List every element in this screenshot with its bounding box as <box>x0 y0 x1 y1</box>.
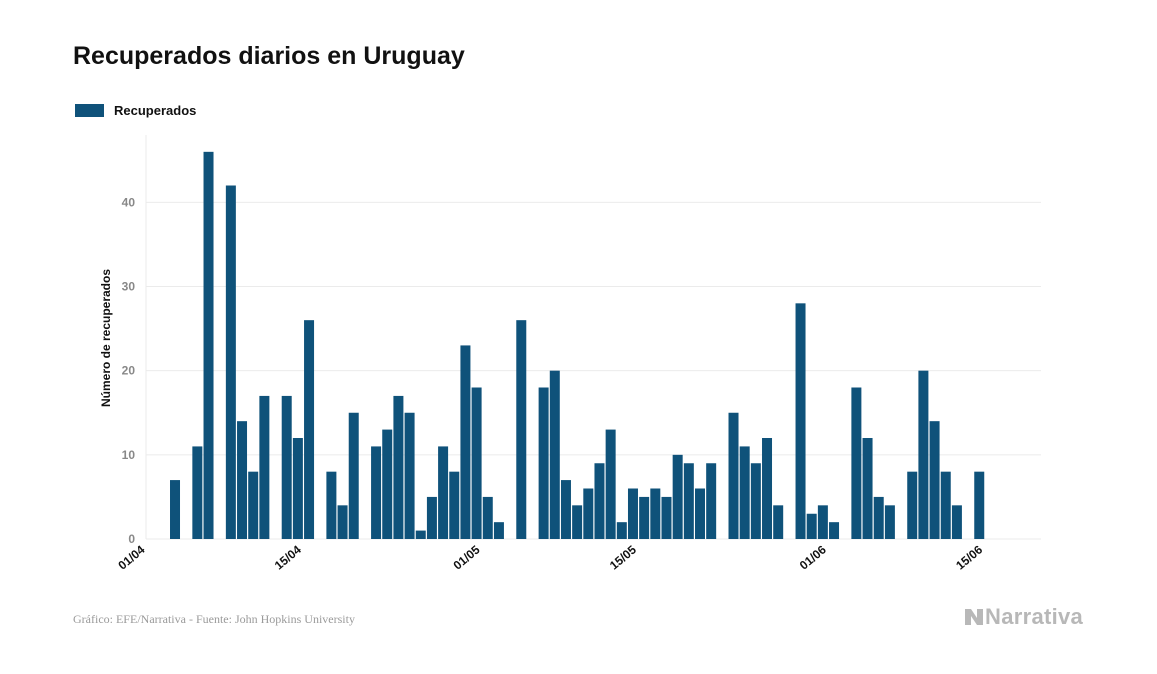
bar <box>248 471 259 539</box>
x-axis-ticks: 01/04 15/04 01/05 15/05 01/06 15/06 <box>115 542 985 572</box>
bar <box>415 530 426 539</box>
bar <box>605 429 616 539</box>
bar <box>237 421 248 539</box>
x-tick-label: 01/05 <box>451 542 483 572</box>
bar <box>951 505 962 539</box>
bar <box>404 412 415 539</box>
y-tick-label: 0 <box>128 532 135 546</box>
bar <box>750 463 761 539</box>
bar <box>616 522 627 539</box>
bar <box>371 446 382 539</box>
legend-swatch <box>75 104 104 117</box>
bar <box>873 496 884 539</box>
bar <box>259 395 270 539</box>
x-tick-label: 01/04 <box>115 542 147 572</box>
bar <box>326 471 337 539</box>
bar <box>940 471 951 539</box>
bar <box>538 387 549 539</box>
bar <box>829 522 840 539</box>
bars <box>170 151 985 539</box>
bar <box>572 505 583 539</box>
bar <box>695 488 705 539</box>
bar <box>974 471 985 539</box>
bar <box>884 505 895 539</box>
bar <box>929 421 940 539</box>
bar <box>426 496 437 539</box>
bar <box>460 345 471 539</box>
bar <box>650 488 661 539</box>
bar <box>225 185 236 539</box>
bar <box>292 438 303 539</box>
bar <box>382 429 393 539</box>
bar <box>661 496 672 539</box>
bar <box>192 446 203 539</box>
bar <box>806 513 817 539</box>
bar <box>203 151 214 539</box>
y-tick-label: 30 <box>122 280 136 294</box>
bar <box>560 480 571 539</box>
chart-title: Recuperados diarios en Uruguay <box>73 42 465 70</box>
brand: Narrativa <box>963 604 1083 630</box>
bar <box>449 471 460 539</box>
bar <box>594 463 605 539</box>
bar <box>583 488 594 539</box>
bar <box>762 438 773 539</box>
bar <box>471 387 482 539</box>
bar <box>918 370 929 539</box>
bar <box>728 412 739 539</box>
bar <box>281 395 292 539</box>
narrativa-logo-icon <box>965 609 983 625</box>
bar <box>817 505 828 539</box>
bar <box>862 438 873 539</box>
bar <box>851 387 862 539</box>
x-tick-label: 15/04 <box>272 542 304 572</box>
bar <box>639 496 650 539</box>
bar <box>773 505 784 539</box>
y-axis-ticks: 0 10 20 30 40 <box>122 195 136 546</box>
y-tick-label: 40 <box>122 195 136 209</box>
x-tick-label: 15/06 <box>953 542 985 572</box>
bar <box>170 480 181 539</box>
bar <box>795 303 806 539</box>
bar <box>549 370 560 539</box>
legend: Recuperados <box>75 103 196 118</box>
brand-name: Narrativa <box>985 604 1084 629</box>
bar <box>493 522 504 539</box>
bar <box>683 463 694 539</box>
bar <box>438 446 449 539</box>
bar <box>672 454 683 539</box>
bar <box>304 320 315 539</box>
y-tick-label: 10 <box>122 448 136 462</box>
bar <box>482 496 493 539</box>
bar <box>337 505 348 539</box>
legend-label: Recuperados <box>114 103 197 118</box>
source-note: Gráfico: EFE/Narrativa - Fuente: John Ho… <box>73 612 355 626</box>
x-tick-label: 15/05 <box>607 542 639 572</box>
bar <box>516 320 527 539</box>
y-tick-label: 20 <box>122 364 136 378</box>
bar <box>627 488 638 539</box>
bar <box>393 395 404 539</box>
bar <box>348 412 359 539</box>
grid-lines <box>145 135 1041 540</box>
bar <box>739 446 750 539</box>
bar <box>907 471 918 539</box>
bar <box>706 463 717 539</box>
x-tick-label: 01/06 <box>797 542 829 572</box>
